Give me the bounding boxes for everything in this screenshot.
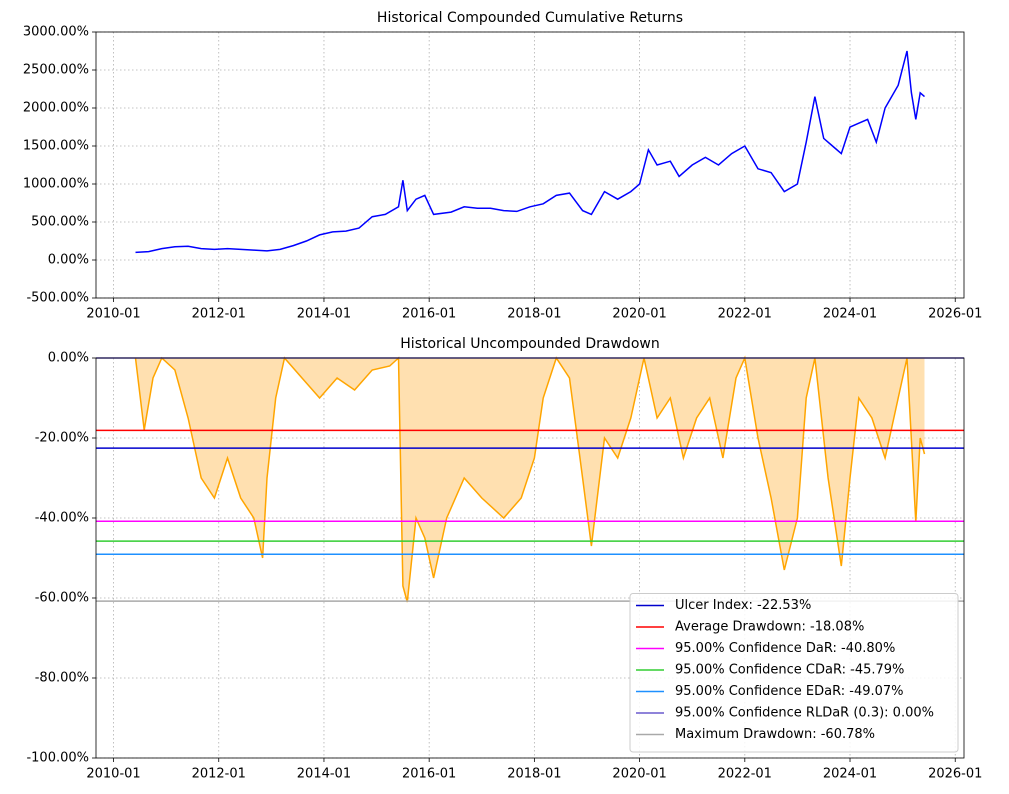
x-tick-label: 2018-01	[507, 767, 561, 782]
y-tick-label: -80.00%	[35, 671, 89, 686]
x-tick-label: 2020-01	[612, 307, 666, 322]
y-tick-label: 0.00%	[48, 351, 89, 366]
legend-label: Ulcer Index: -22.53%	[675, 598, 811, 613]
y-tick-label: -60.00%	[35, 591, 89, 606]
legend-label: 95.00% Confidence DaR: -40.80%	[675, 641, 895, 656]
x-tick-label: 2022-01	[718, 767, 772, 782]
y-tick-label: 2500.00%	[23, 63, 89, 78]
x-tick-label: 2014-01	[297, 767, 351, 782]
plot-frame	[95, 31, 965, 299]
y-tick-label: 3000.00%	[23, 25, 89, 40]
legend-label: 95.00% Confidence RLDaR (0.3): 0.00%	[675, 706, 934, 721]
legend-label: 95.00% Confidence CDaR: -45.79%	[675, 663, 904, 678]
chart-title: Historical Compounded Cumulative Returns	[377, 10, 683, 26]
y-tick-label: 1000.00%	[23, 177, 89, 192]
x-tick-label: 2010-01	[86, 767, 140, 782]
x-tick-label: 2024-01	[823, 767, 877, 782]
x-tick-label: 2014-01	[297, 307, 351, 322]
y-tick-label: -500.00%	[26, 291, 89, 306]
legend-label: Average Drawdown: -18.08%	[675, 620, 864, 635]
line	[135, 50, 925, 254]
x-tick-label: 2012-01	[192, 307, 246, 322]
x-tick-label: 2022-01	[718, 307, 772, 322]
y-tick-label: 1500.00%	[23, 139, 89, 154]
x-tick-label: 2012-01	[192, 767, 246, 782]
legend	[629, 593, 959, 753]
x-tick-label: 2020-01	[612, 767, 666, 782]
y-tick-label: 2000.00%	[23, 101, 89, 116]
x-tick-label: 2026-01	[928, 307, 982, 322]
area-fill	[135, 358, 925, 602]
y-tick-label: 0.00%	[48, 253, 89, 268]
chart-title: Historical Uncompounded Drawdown	[400, 336, 659, 352]
y-tick-label: 500.00%	[31, 215, 89, 230]
plot-frame	[95, 357, 965, 759]
y-tick-label: -20.00%	[35, 431, 89, 446]
x-tick-label: 2018-01	[507, 307, 561, 322]
x-tick-label: 2010-01	[86, 307, 140, 322]
y-tick-label: -100.00%	[26, 751, 89, 766]
legend-label: Maximum Drawdown: -60.78%	[675, 727, 875, 742]
x-tick-label: 2016-01	[402, 307, 456, 322]
legend-label: 95.00% Confidence EDaR: -49.07%	[675, 684, 904, 699]
x-tick-label: 2024-01	[823, 307, 877, 322]
y-tick-label: -40.00%	[35, 511, 89, 526]
x-tick-label: 2016-01	[402, 767, 456, 782]
line	[134, 355, 926, 603]
x-tick-label: 2026-01	[928, 767, 982, 782]
